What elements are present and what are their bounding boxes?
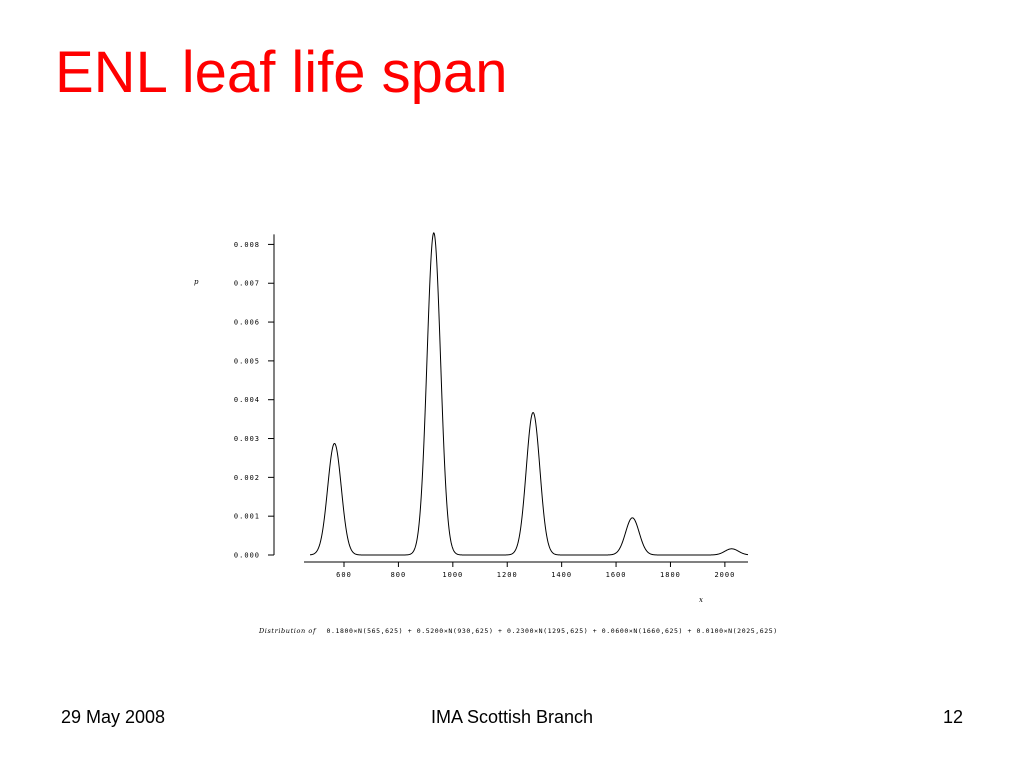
y-axis-label: p	[194, 278, 199, 286]
x-tick-label: 1400	[551, 571, 572, 579]
x-tick-label: 1800	[660, 571, 681, 579]
x-tick-label: 1200	[497, 571, 518, 579]
chart-axes	[273, 234, 748, 563]
y-tick-label: 0.001	[234, 513, 260, 521]
y-tick-label: 0.004	[234, 396, 260, 404]
x-tick-label: 1600	[606, 571, 627, 579]
x-tick-label: 800	[391, 571, 407, 579]
x-tick-label: 600	[336, 571, 352, 579]
y-tick-label: 0.008	[234, 241, 260, 249]
x-tick-label: 1000	[442, 571, 463, 579]
y-tick-label: 0.002	[234, 474, 260, 482]
y-tick-label: 0.006	[234, 319, 260, 327]
caption-prefix: Distribution of	[258, 627, 317, 635]
y-tick-label: 0.000	[234, 552, 260, 560]
x-axis-ticks: 600 800 1000 1200 1400 1600 1800 2000	[336, 562, 735, 579]
footer-center-text: IMA Scottish Branch	[430, 707, 594, 727]
footer-page-number: 12	[942, 707, 963, 727]
x-axis-label: x	[699, 596, 703, 604]
chart-caption: Distribution of 0.1800×N(565,625) + 0.52…	[258, 627, 778, 635]
y-axis-ticks: 0.000 0.001 0.002 0.003 0.004 0.005 0.006 0.007…	[234, 241, 274, 560]
density-curve	[309, 232, 749, 556]
x-tick-label: 2000	[714, 571, 735, 579]
caption-formula: 0.1800×N(565,625) + 0.5200×N(930,625) + …	[326, 627, 777, 635]
slide-title: ENL leaf life span	[55, 40, 508, 105]
footer-date: 29 May 2008	[61, 707, 166, 727]
y-tick-label: 0.007	[234, 280, 260, 288]
y-tick-label: 0.003	[234, 435, 260, 443]
y-tick-label: 0.005	[234, 357, 260, 365]
